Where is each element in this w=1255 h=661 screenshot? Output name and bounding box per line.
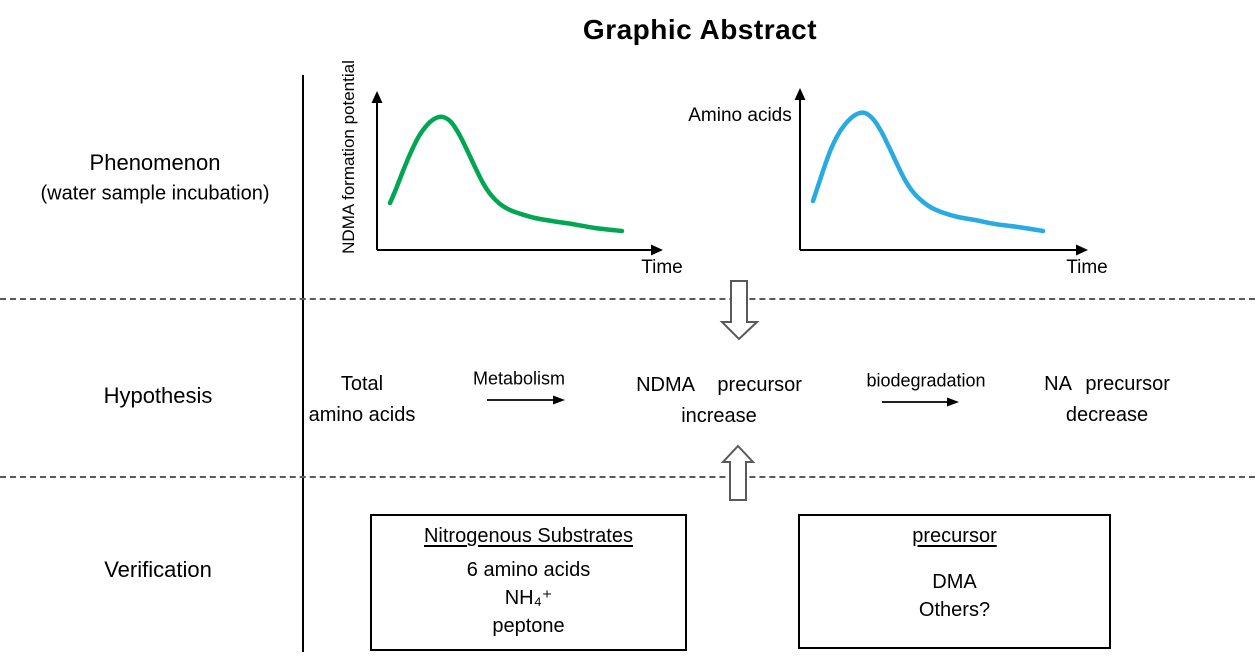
hypothesis-na-precursor: NA precursor decrease [1044, 369, 1170, 431]
precursor-box-title: precursor [912, 525, 997, 547]
metabolism-arrow-icon [487, 395, 565, 405]
row-label-verification: Verification [104, 557, 212, 582]
ndma-formation-curve [387, 114, 625, 234]
box-item-others: Others? [918, 599, 991, 621]
precursor-box: precursor DMA Others? [798, 514, 1111, 649]
hypothesis-total-amino-acids: Total amino acids [309, 369, 416, 431]
hypothesis-total-line1: Total [340, 373, 384, 395]
biodegradation-arrow-label: biodegradation [866, 370, 986, 391]
dashed-divider-top [0, 298, 1255, 300]
row-sublabel-phenomenon: (water sample incubation) [40, 182, 270, 205]
box-item-ammonium: NH₄⁺ [504, 587, 553, 609]
x-axis-arrowhead-icon [651, 244, 663, 256]
nitrogenous-substrates-box: Nitrogenous Substrates 6 amino acids NH₄… [370, 514, 687, 651]
nitrogenous-substrates-box-title: Nitrogenous Substrates [423, 525, 633, 547]
down-block-arrow-icon [719, 280, 760, 341]
row-label-hypothesis: Hypothesis [103, 383, 213, 408]
hypothesis-total-line2: amino acids [308, 404, 416, 426]
hypothesis-ndma-precursor: NDMA precursor increase [636, 370, 802, 432]
box-item-dma: DMA [932, 571, 977, 593]
biodegradation-arrow-icon [882, 397, 959, 407]
amino-chart-x-axis-label: Time [1066, 257, 1108, 278]
left-column-divider-line [302, 75, 304, 652]
ndma-chart-axes [371, 91, 663, 256]
ndma-chart-x-axis-label: Time [641, 257, 683, 278]
amino-chart-axes [794, 88, 1088, 256]
metabolism-arrow-label: Metabolism [472, 368, 566, 389]
up-block-arrow-icon [720, 444, 756, 501]
amino-chart-y-axis-label: Amino acids [688, 105, 792, 126]
box-item-peptone: peptone [492, 615, 565, 637]
hypothesis-na-line1: NA precursor [1044, 373, 1170, 395]
row-label-phenomenon: Phenomenon [89, 150, 221, 175]
page-title: Graphic Abstract [582, 14, 818, 45]
y-axis-arrowhead-icon [371, 91, 383, 103]
ndma-chart-y-axis-label: NDMA formation potential [339, 60, 358, 254]
amino-acids-curve [810, 110, 1046, 234]
hypothesis-ndma-line1: NDMA precursor [636, 374, 802, 396]
y-axis-arrowhead-icon [794, 88, 806, 100]
box-item-amino-acids: 6 amino acids [466, 559, 591, 581]
hypothesis-na-line2: decrease [1065, 404, 1149, 426]
dashed-divider-bottom [0, 476, 1255, 478]
hypothesis-ndma-line2: increase [681, 405, 757, 427]
x-axis-arrowhead-icon [1076, 244, 1088, 256]
